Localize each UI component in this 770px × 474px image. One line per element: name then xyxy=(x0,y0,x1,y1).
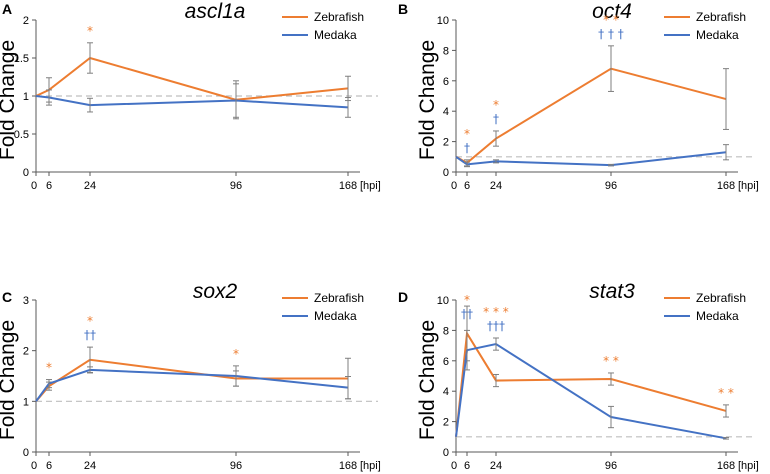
significance-mark: * * * xyxy=(483,305,509,319)
x-tick-label: 24 xyxy=(84,460,96,472)
panel-letter: D xyxy=(398,289,408,305)
significance-mark: † † † xyxy=(598,27,624,41)
y-axis-label: Fold Change xyxy=(416,40,439,160)
x-tick-label: 6 xyxy=(46,460,52,472)
significance-mark: * * xyxy=(718,386,734,400)
legend-label: Zebrafish xyxy=(696,10,746,24)
x-unit-label: [hpi] xyxy=(738,460,759,472)
significance-mark: * xyxy=(46,361,52,375)
significance-mark: * xyxy=(233,347,239,361)
panel-letter: A xyxy=(2,1,12,17)
y-tick-label: 1 xyxy=(23,396,29,408)
y-tick-label: 0 xyxy=(23,447,29,459)
legend-label: Medaka xyxy=(696,309,739,323)
y-tick-label: 3 xyxy=(23,295,29,307)
x-tick-label: 6 xyxy=(464,180,470,192)
legend-label: Medaka xyxy=(314,309,357,323)
significance-mark: †† xyxy=(461,307,473,321)
legend-label: Zebrafish xyxy=(314,291,364,305)
significance-mark: † xyxy=(464,141,470,155)
x-tick-label: 6 xyxy=(464,460,470,472)
chart-title: stat3 xyxy=(589,280,635,303)
y-tick-label: 10 xyxy=(437,15,449,27)
y-tick-label: 0.5 xyxy=(14,129,29,141)
series-line-medaka xyxy=(35,368,349,402)
x-tick-label: 24 xyxy=(490,460,502,472)
y-tick-label: 1 xyxy=(23,91,29,103)
y-tick-label: 6 xyxy=(443,76,449,88)
y-tick-label: 4 xyxy=(443,386,449,398)
series-line-medaka xyxy=(455,343,727,440)
significance-mark: * * xyxy=(603,13,619,27)
chart-title: ascl1a xyxy=(185,0,246,23)
x-tick-label: 96 xyxy=(230,180,242,192)
y-tick-label: 2 xyxy=(23,15,29,27)
significance-mark: † xyxy=(493,112,499,126)
y-tick-label: 0 xyxy=(23,167,29,179)
x-tick-label: 24 xyxy=(84,180,96,192)
y-tick-label: 4 xyxy=(443,106,449,118)
y-tick-label: 8 xyxy=(443,325,449,337)
x-tick-label: 96 xyxy=(230,460,242,472)
series-line-zebrafish xyxy=(35,56,349,101)
y-tick-label: 2 xyxy=(23,346,29,358)
x-tick-label: 0 xyxy=(31,180,37,192)
x-tick-label: 0 xyxy=(451,460,457,472)
chart-title: oct4 xyxy=(592,0,632,23)
y-tick-label: 2 xyxy=(443,417,449,429)
series-line-zebrafish xyxy=(35,358,348,402)
x-tick-label: 24 xyxy=(490,180,502,192)
legend-label: Medaka xyxy=(314,28,357,42)
x-tick-label: 168 xyxy=(339,460,357,472)
y-tick-label: 10 xyxy=(437,295,449,307)
x-tick-label: 168 xyxy=(717,180,735,192)
x-tick-label: 96 xyxy=(605,180,617,192)
y-tick-label: 0 xyxy=(443,167,449,179)
legend-label: Medaka xyxy=(696,28,739,42)
y-tick-label: 2 xyxy=(443,137,449,149)
x-unit-label: [hpi] xyxy=(738,180,759,192)
significance-mark: * xyxy=(464,127,470,141)
y-tick-label: 8 xyxy=(443,45,449,57)
significance-mark: †† xyxy=(84,328,96,342)
x-unit-label: [hpi] xyxy=(360,460,381,472)
x-tick-label: 6 xyxy=(46,180,52,192)
panel-letter: B xyxy=(398,1,408,17)
legend-label: Zebrafish xyxy=(314,10,364,24)
y-tick-label: 6 xyxy=(443,356,449,368)
y-axis-label: Fold Change xyxy=(416,320,439,440)
y-tick-label: 0 xyxy=(443,447,449,459)
significance-mark: * xyxy=(87,314,93,328)
series-line-medaka xyxy=(35,95,349,109)
y-tick-label: 1.5 xyxy=(14,53,29,65)
significance-mark: * * xyxy=(603,354,619,368)
panel-letter: C xyxy=(2,289,12,305)
significance-mark: * xyxy=(464,293,470,307)
y-axis-label: Fold Change xyxy=(0,40,19,160)
significance-mark: ††† xyxy=(487,319,505,333)
x-tick-label: 96 xyxy=(605,460,617,472)
x-tick-label: 0 xyxy=(451,180,457,192)
x-unit-label: [hpi] xyxy=(360,180,381,192)
significance-mark: * xyxy=(493,98,499,112)
x-tick-label: 168 xyxy=(339,180,357,192)
legend-label: Zebrafish xyxy=(696,291,746,305)
x-tick-label: 0 xyxy=(31,460,37,472)
y-axis-label: Fold Change xyxy=(0,320,19,440)
x-tick-label: 168 xyxy=(717,460,735,472)
significance-mark: * xyxy=(87,24,93,38)
chart-title: sox2 xyxy=(193,280,238,303)
